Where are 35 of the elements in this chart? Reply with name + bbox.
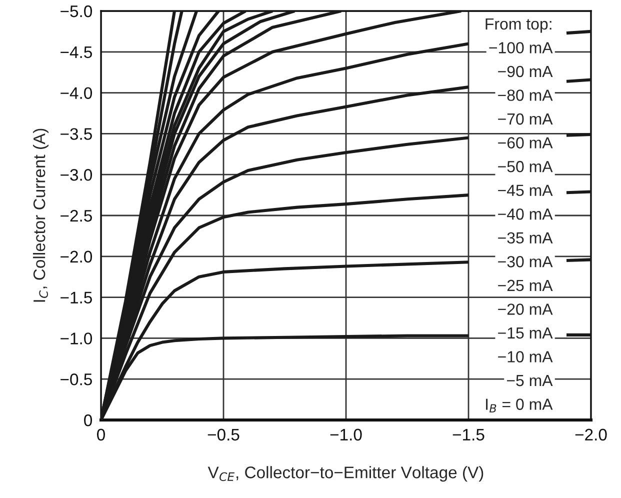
- annotation: −60 mA: [498, 137, 553, 148]
- y-tick-label: −2.5: [60, 210, 92, 222]
- annotation: −100 mA: [489, 42, 553, 54]
- y-tick-label: −5.0: [60, 5, 92, 18]
- x-tick-label: 0: [97, 428, 105, 441]
- y-tick-label: −0.5: [60, 374, 92, 386]
- y-tick-label: −4.0: [60, 87, 92, 100]
- annotation: I$_{B}$ = 0 mA: [486, 398, 553, 412]
- y-tick-label: −3.5: [60, 128, 92, 140]
- annotation: −40 mA: [498, 208, 553, 220]
- x-tick-label: −0.5: [208, 428, 240, 441]
- annotation: −70 mA: [498, 113, 553, 125]
- y-tick-label: −1.5: [60, 292, 92, 304]
- y-tick-label: 0: [84, 414, 92, 426]
- annotation: −50 mA: [498, 160, 553, 172]
- annotation: −15 mA: [498, 328, 553, 339]
- x-axis-title: V$_{CE}$, Collector−to−Emitter Voltage (V): [208, 466, 484, 482]
- x-tick-label: −1.5: [452, 428, 484, 441]
- x-tick-label: −2.0: [575, 428, 607, 441]
- annotation: −10 mA: [498, 351, 553, 362]
- y-tick-label: −2.0: [60, 250, 92, 263]
- y-axis-title: I$_{C}$, Collector Current (A): [32, 128, 49, 302]
- annotation: From top:: [486, 18, 552, 33]
- annotation: −45 mA: [498, 184, 553, 196]
- annotation: −30 mA: [498, 256, 553, 268]
- y-tick-label: −1.0: [60, 332, 92, 344]
- annotation: −35 mA: [498, 232, 553, 244]
- x-tick-label: −1.0: [330, 428, 362, 441]
- annotation: −90 mA: [498, 66, 553, 78]
- y-tick-label: −4.5: [60, 46, 92, 58]
- annotation: −20 mA: [498, 304, 553, 315]
- annotation: −25 mA: [498, 280, 553, 292]
- annotation: −5 mA: [506, 375, 553, 386]
- y-tick-label: −3.0: [60, 169, 92, 181]
- annotation: −80 mA: [498, 90, 553, 101]
